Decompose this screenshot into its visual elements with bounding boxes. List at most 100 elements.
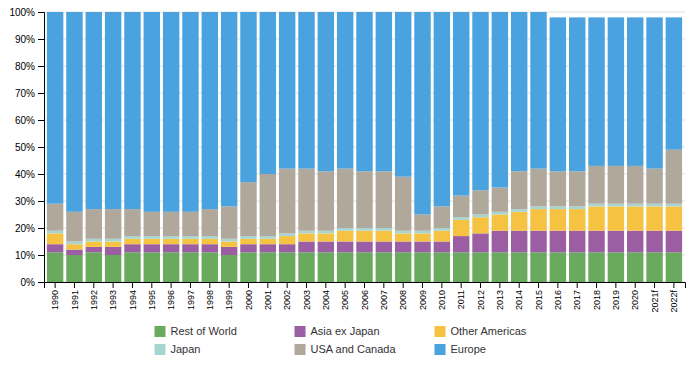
bar (530, 12, 546, 169)
legend-item: Rest of World (155, 325, 237, 337)
chart: 1990199119921993199419951996199719981999… (0, 0, 699, 368)
bar (588, 252, 604, 282)
bar (434, 242, 450, 253)
bar (395, 252, 411, 282)
x-tick-mark (673, 282, 674, 288)
x-tick-label: 1990 (50, 290, 60, 310)
bar (337, 231, 353, 242)
y-tick-mark (38, 39, 44, 40)
x-tick-label: 2005 (340, 290, 350, 310)
y-tick-label: 60% (15, 115, 35, 126)
x-tick: 1994 (128, 282, 138, 310)
y-tick: 60% (15, 115, 44, 126)
bar (550, 171, 566, 206)
bar (395, 233, 411, 241)
bar (47, 12, 63, 204)
x-tick-mark (383, 282, 384, 288)
x-tick-mark (325, 282, 326, 288)
bar (434, 231, 450, 242)
y-tick-mark (38, 174, 44, 175)
bar (588, 204, 604, 207)
bar (202, 236, 218, 239)
x-tick-label: 2014 (514, 290, 524, 310)
bar (608, 231, 624, 253)
x-tick-mark (615, 282, 616, 288)
bar (666, 252, 682, 282)
bar (356, 171, 372, 228)
bar (105, 255, 121, 282)
bar (260, 239, 276, 244)
bar (182, 236, 198, 239)
x-tick-mark (441, 282, 442, 288)
bar (588, 231, 604, 253)
x-tick: 2003 (302, 282, 312, 310)
bar (260, 252, 276, 282)
y-tick: 0% (21, 277, 44, 288)
bar (550, 231, 566, 253)
bar (105, 239, 121, 242)
x-tick-label: 1996 (166, 290, 176, 310)
bar (646, 17, 662, 168)
x-tick-label: 2018 (592, 290, 602, 310)
bar (240, 244, 256, 252)
bar (144, 252, 160, 282)
x-tick: 2006 (360, 282, 370, 310)
bar (279, 169, 295, 234)
bar (395, 12, 411, 177)
x-tick-label: 1998 (205, 290, 215, 310)
bar (66, 242, 82, 245)
x-tick: 2010 (437, 282, 447, 310)
x-tick: 2017 (572, 282, 582, 310)
bar (124, 252, 140, 282)
bar (279, 252, 295, 282)
x-tick: 1991 (70, 282, 80, 310)
x-tick-label: 2010 (437, 290, 447, 310)
y-tick: 70% (15, 88, 44, 99)
bar (666, 204, 682, 207)
bar (472, 215, 488, 218)
x-tick-mark (248, 282, 249, 288)
bar (47, 252, 63, 282)
bar (453, 220, 469, 236)
y-tick: 100% (9, 7, 44, 18)
x-tick: 2001 (263, 282, 273, 310)
bar (376, 228, 392, 231)
x-tick-label: 2003 (302, 290, 312, 310)
bar (414, 233, 430, 241)
bar (279, 236, 295, 244)
bar (434, 228, 450, 231)
bar (608, 166, 624, 204)
bar (666, 17, 682, 149)
x-tick-label: 1995 (147, 290, 157, 310)
x-tick-mark (267, 282, 268, 288)
bar (221, 242, 237, 247)
bar (492, 12, 508, 188)
bar (298, 231, 314, 234)
bar (511, 212, 527, 231)
bar (588, 17, 604, 166)
bar (66, 244, 82, 249)
bar (202, 244, 218, 252)
bar (492, 212, 508, 215)
bar (144, 12, 160, 212)
x-tick-mark (171, 282, 172, 288)
bar (608, 17, 624, 166)
bar (318, 233, 334, 241)
bar (240, 12, 256, 182)
bar (318, 242, 334, 253)
bar (47, 204, 63, 231)
bar (221, 239, 237, 242)
y-axis: 0%10%20%30%40%50%60%70%80%90%100% (9, 7, 44, 288)
bar (434, 12, 450, 206)
bar (279, 12, 295, 169)
bar (260, 174, 276, 236)
legend-label: Japan (171, 343, 201, 355)
bar (472, 233, 488, 252)
bar (260, 244, 276, 252)
bar (646, 206, 662, 230)
bar (47, 231, 63, 234)
bar (472, 252, 488, 282)
x-tick-label: 2000 (244, 290, 254, 310)
bar (163, 236, 179, 239)
bar (337, 252, 353, 282)
